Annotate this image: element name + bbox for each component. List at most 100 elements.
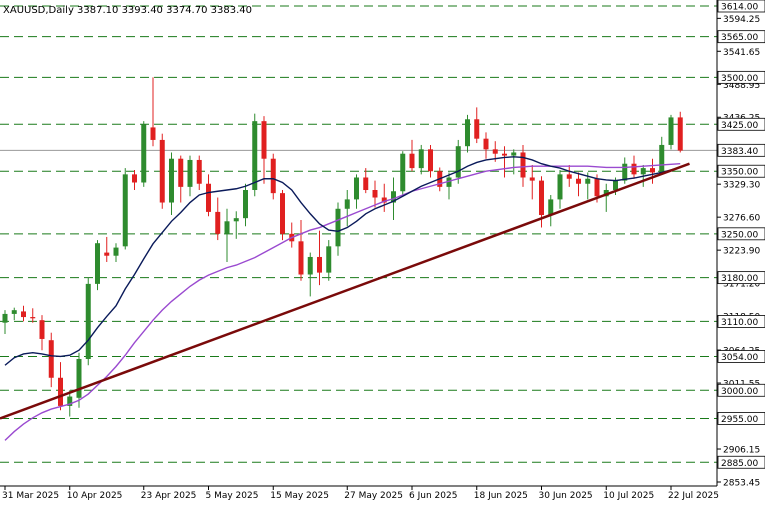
candle-body: [622, 163, 628, 181]
candle-body: [326, 246, 332, 273]
x-tick-label: 10 Jul 2025: [603, 491, 654, 501]
candle: [465, 114, 470, 153]
candle-body: [150, 127, 156, 140]
candle-body: [520, 152, 526, 178]
level-label-box: [717, 227, 765, 241]
level-label-box: [717, 0, 765, 13]
candle: [141, 121, 147, 187]
level-labels: 3614.00 3565.00 3500.00 3425.00 3350.00 3250.…: [717, 0, 765, 469]
level-label: 3180.00: [721, 274, 758, 284]
candle: [30, 308, 36, 323]
candle-body: [548, 199, 554, 216]
fast-moving-average-line: [4, 156, 681, 366]
candle: [270, 153, 276, 200]
candle-body: [603, 190, 609, 197]
level-label: 3425.00: [721, 121, 758, 131]
candle: [261, 116, 267, 184]
candle: [150, 77, 156, 147]
candle-body: [11, 310, 17, 314]
slow-moving-average-line: [4, 163, 681, 441]
x-tick-label: 30 Jun 2025: [539, 491, 593, 501]
current-price-label: 3383.40: [717, 143, 765, 157]
candle-body: [566, 174, 572, 179]
plot-area: [0, 0, 717, 486]
candle: [603, 183, 609, 212]
candle: [576, 172, 581, 197]
y-tick-label: 3488.95: [723, 81, 760, 91]
candle-body: [631, 163, 637, 175]
candle-body: [539, 180, 544, 216]
candle: [224, 208, 230, 262]
y-tick-label: 2906.15: [723, 446, 760, 456]
level-label: 2955.00: [721, 415, 758, 425]
level-label: 3054.00: [721, 353, 758, 363]
candle: [196, 155, 202, 191]
candle: [215, 197, 221, 241]
y-tick-label: 2853.45: [723, 479, 760, 489]
candle: [58, 362, 63, 411]
candle-body: [668, 117, 674, 145]
candle-body: [317, 256, 322, 273]
x-tick-label: 23 Apr 2025: [141, 491, 197, 501]
level-label-box: [717, 350, 765, 363]
candle-body: [233, 218, 239, 222]
candle-body: [613, 180, 618, 191]
candle-body: [529, 177, 535, 181]
candle-body: [206, 183, 211, 212]
candle: [39, 315, 45, 351]
candle-body: [252, 121, 258, 191]
candle-body: [30, 317, 36, 319]
candle-body: [159, 139, 165, 203]
candle: [409, 139, 415, 172]
candle: [446, 172, 452, 200]
y-tick-label: 3329.30: [723, 181, 760, 191]
candle: [372, 180, 378, 208]
candle-body: [169, 158, 174, 203]
candle-body: [344, 199, 350, 209]
candle-body: [196, 159, 202, 184]
candle-body: [659, 144, 665, 173]
y-tick-label: 3223.90: [723, 247, 760, 257]
candle: [474, 107, 480, 144]
level-label-box: [717, 70, 765, 84]
candle: [317, 230, 322, 286]
x-tick-label: 18 Jun 2025: [474, 491, 528, 501]
level-label-box: [717, 117, 765, 131]
candle-body: [298, 241, 304, 275]
candle: [95, 240, 100, 291]
candle: [511, 149, 517, 175]
candle: [668, 114, 674, 150]
candle-body: [243, 190, 248, 219]
level-label: 3250.00: [721, 230, 758, 240]
candle: [502, 146, 507, 178]
candle-body: [48, 340, 54, 378]
candle-body: [677, 117, 683, 151]
candle-body: [594, 178, 600, 197]
level-label-box: [717, 30, 765, 44]
chart-title: XAUUSD,Daily 3387.10 3393.40 3374.70 338…: [3, 5, 252, 16]
level-label-box: [717, 455, 765, 469]
candle: [566, 164, 572, 187]
candle-body: [363, 177, 369, 191]
candle-body: [511, 152, 517, 156]
candle-body: [483, 138, 489, 150]
level-label: 3500.00: [721, 74, 758, 84]
candle: [113, 243, 119, 262]
candle-body: [502, 153, 507, 156]
candle-body: [95, 243, 100, 284]
level-label: 3000.00: [721, 387, 758, 397]
candle: [21, 305, 26, 322]
candle: [585, 172, 591, 200]
candle-body: [391, 191, 396, 203]
candle: [2, 310, 8, 334]
candle: [428, 144, 433, 178]
candle: [85, 277, 91, 366]
candle: [326, 240, 332, 281]
level-label: 3565.00: [721, 33, 758, 43]
candle-body: [585, 178, 591, 184]
level-label: 3350.00: [721, 168, 758, 178]
candle: [483, 132, 489, 159]
candle: [529, 164, 535, 200]
x-tick-label: 6 Jun 2025: [409, 491, 457, 501]
candle-body: [418, 149, 424, 169]
